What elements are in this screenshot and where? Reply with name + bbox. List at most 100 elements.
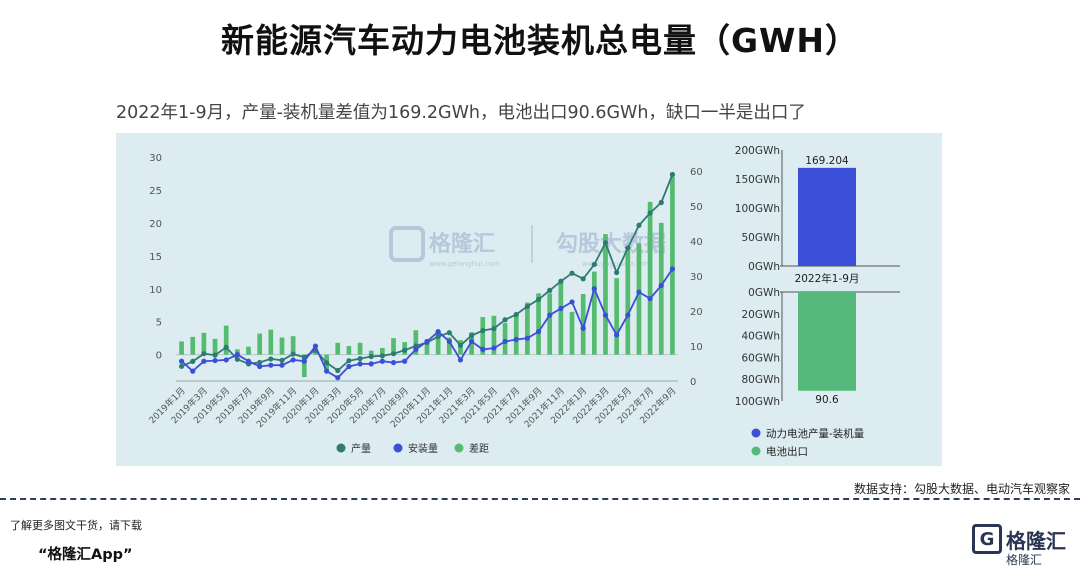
installed-point	[257, 363, 263, 370]
gap-bar	[614, 278, 619, 355]
gap-bar	[658, 222, 664, 355]
gap-bar	[279, 337, 285, 355]
page-title: 新能源汽车动力电池装机总电量（GWH）	[220, 21, 860, 60]
top-axis-tick: 100GWh	[735, 203, 780, 215]
production-point	[212, 352, 218, 358]
production-point	[569, 270, 575, 276]
gap-bar	[502, 323, 508, 355]
bottom-axis-tick: 100GWh	[735, 396, 780, 408]
gap-bar	[580, 294, 586, 355]
installed-point	[491, 345, 497, 351]
left-tick-label: 30	[149, 153, 162, 164]
gap-bar	[558, 281, 564, 355]
left-tick-label: 20	[149, 219, 162, 230]
production-point	[257, 359, 263, 366]
production-point	[502, 317, 508, 323]
legend-label: 产量	[351, 442, 371, 455]
bottom-axis-tick: 0GWh	[748, 287, 780, 299]
right-tick-label: 10	[690, 342, 703, 353]
installed-point	[178, 358, 185, 364]
production-point	[435, 333, 441, 340]
installed-point	[201, 358, 207, 364]
installed-point	[524, 335, 530, 341]
installed-point	[558, 305, 564, 312]
legend-marker	[336, 443, 346, 453]
bottom-axis-tick: 40GWh	[741, 331, 780, 343]
top-axis-tick: 0GWh	[748, 261, 780, 273]
installed-point	[223, 357, 229, 363]
production-point	[324, 360, 330, 366]
production-point	[614, 269, 620, 276]
installed-point	[457, 357, 464, 363]
category-label: 2022年1-9月	[795, 272, 860, 285]
installed-point	[245, 358, 252, 364]
left-tick-label: 10	[149, 285, 162, 296]
installed-point	[413, 346, 419, 352]
gap-bar	[424, 339, 430, 355]
production-point	[234, 356, 240, 362]
legend-label: 动力电池产量-装机量	[766, 427, 865, 440]
installed-point	[357, 361, 363, 367]
watermark-partner: 勾股大数据	[556, 231, 666, 257]
gap-bar	[647, 201, 653, 355]
installed-point	[580, 325, 586, 331]
right-tick-label: 60	[690, 167, 703, 178]
gap-bar	[603, 234, 608, 355]
installed-line	[181, 268, 674, 379]
installed-point	[190, 368, 196, 374]
gap-bar	[313, 351, 318, 355]
gap-bar	[636, 243, 642, 355]
production-point	[658, 199, 664, 206]
bar-data-label: 90.6	[815, 394, 839, 406]
installed-point	[636, 289, 642, 295]
gap-bar	[525, 302, 530, 355]
legend-marker	[454, 443, 464, 453]
production-point	[469, 332, 475, 339]
dashed-divider	[0, 498, 1080, 500]
line-bar-chart: 05101520253001020304050602019年1月2019年3月2…	[146, 153, 703, 455]
left-tick-label: 25	[149, 186, 162, 197]
production-point	[402, 347, 408, 353]
installed-point	[379, 358, 385, 364]
gap-bar	[536, 293, 541, 355]
legend-label: 电池出口	[766, 445, 808, 458]
production-point	[223, 344, 229, 350]
promo-app-name: “格隆汇App”	[38, 547, 133, 563]
gap-bar	[357, 342, 363, 355]
installed-point	[569, 299, 575, 305]
gap-bar	[223, 325, 229, 355]
gap-bar	[257, 333, 263, 355]
installed-point	[614, 332, 620, 338]
data-source: 数据支持：勾股大数据、电动汽车观察家	[853, 482, 1070, 496]
production-point	[446, 330, 452, 336]
installed-point	[591, 286, 597, 292]
production-point	[513, 311, 519, 318]
gap-bar	[190, 336, 196, 355]
gap-bar	[413, 330, 419, 355]
chart-canvas: 格隆汇 www.gelonghui.com 勾股大数据 www.gogudata…	[146, 145, 900, 458]
gap-bar	[491, 315, 497, 355]
gap-bar	[212, 338, 218, 355]
installed-point	[658, 282, 664, 289]
gap-bar	[435, 330, 441, 355]
promo-line: 了解更多图文干货，请下载	[10, 519, 142, 532]
production-point	[602, 240, 609, 246]
legend-label: 安装量	[408, 442, 438, 455]
production-point	[357, 356, 363, 362]
installed-point	[335, 375, 341, 381]
gap-bar	[625, 250, 631, 355]
installed-point	[513, 336, 519, 343]
production-point	[201, 351, 207, 357]
watermark-url: www.gelonghui.com	[429, 260, 500, 268]
summary-bar-chart: 200GWh 150GWh 100GWh 50GWh 0GWh 169.204 2022年1…	[735, 145, 900, 458]
installed-point	[480, 346, 486, 352]
production-point	[268, 356, 274, 362]
watermark-partner-url: www.gogudata.com	[582, 260, 651, 268]
right-tick-label: 40	[690, 237, 703, 248]
installed-point	[324, 368, 330, 374]
right-tick-label: 50	[690, 202, 703, 213]
logo-text: 格隆汇	[1006, 529, 1066, 553]
chart-panel: 格隆汇 www.gelonghui.com 勾股大数据 www.gogudata…	[116, 133, 942, 466]
installed-point	[502, 338, 508, 345]
bottom-axis-tick: 80GWh	[741, 374, 780, 386]
